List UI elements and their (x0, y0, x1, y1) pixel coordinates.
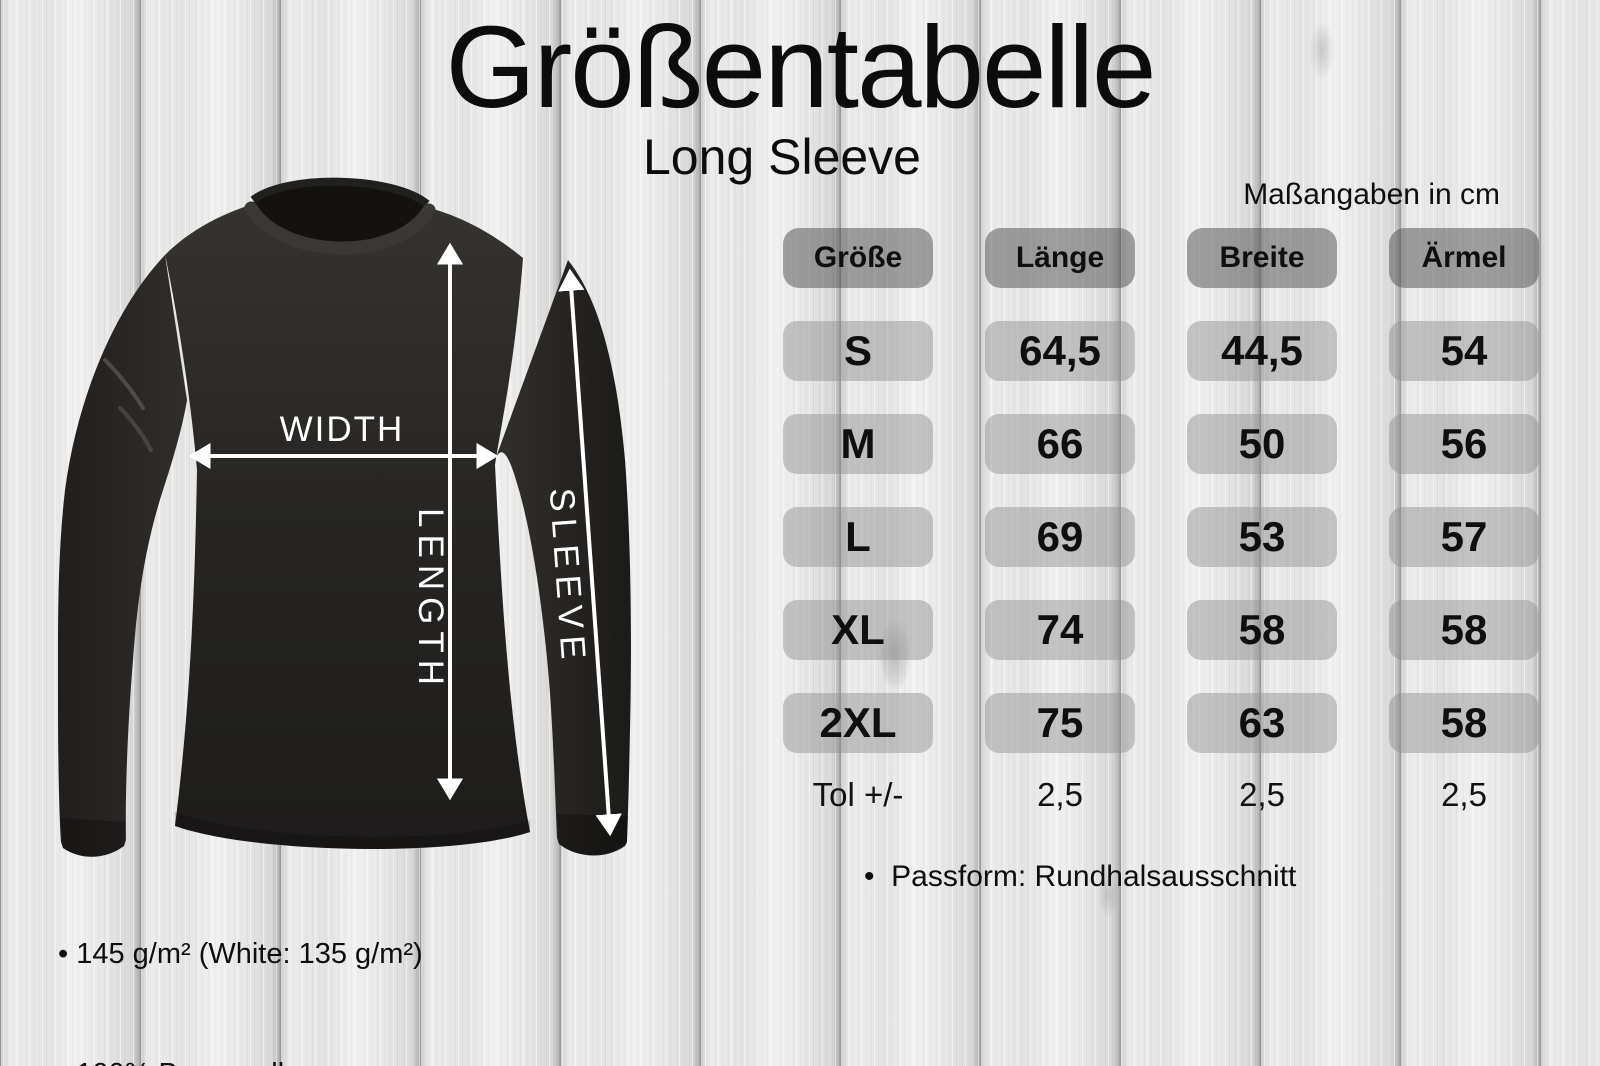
size-table: Größe Länge Breite Ärmel S 64,5 44,5 54 … (783, 228, 1539, 753)
value-cell: 74 (985, 600, 1135, 660)
collar-opening (250, 184, 430, 243)
value-cell: 64,5 (985, 321, 1135, 381)
note-line: • 100% Baumwolle (58, 1054, 670, 1066)
sleeve-crease-highlight (103, 358, 145, 410)
value-cell: 66 (985, 414, 1135, 474)
shirt-diagram (25, 160, 675, 860)
units-note: Maßangaben in cm (1243, 178, 1500, 211)
shirt-hem (175, 812, 530, 850)
value-cell: 75 (985, 693, 1135, 753)
value-cell: 56 (1389, 414, 1539, 474)
value-cell: 53 (1187, 507, 1337, 567)
collar-back-rim (250, 177, 430, 208)
shirt-body (165, 205, 530, 850)
length-label: LENGTH (411, 508, 450, 692)
value-cell: 63 (1187, 693, 1337, 753)
size-cell: M (783, 414, 933, 474)
tolerance-row: Tol +/- 2,5 2,5 2,5 (783, 770, 1539, 820)
value-cell: 57 (1389, 507, 1539, 567)
size-cell: L (783, 507, 933, 567)
size-cell: S (783, 321, 933, 381)
shirt-graphic (57, 177, 631, 857)
tolerance-value: 2,5 (1239, 776, 1285, 813)
sleeve-arrow (558, 268, 622, 837)
collar-front-band (244, 201, 436, 255)
col-header-laenge: Länge (985, 228, 1135, 288)
size-cell: 2XL (783, 693, 933, 753)
tolerance-value: 2,5 (1037, 776, 1083, 813)
value-cell: 58 (1389, 693, 1539, 753)
fit-note: • Passform: Rundhalsausschnitt (864, 860, 1297, 893)
col-header-groesse: Größe (783, 228, 933, 288)
material-notes: • 145 g/m² (White: 135 g/m²) • 100% Baum… (58, 854, 670, 1066)
note-line: • 145 g/m² (White: 135 g/m²) (58, 938, 423, 970)
size-cell: XL (783, 600, 933, 660)
tolerance-value: 2,5 (1441, 776, 1487, 813)
shirt-left-sleeve (57, 255, 188, 857)
value-cell: 58 (1389, 600, 1539, 660)
value-cell: 54 (1389, 321, 1539, 381)
value-cell: 69 (985, 507, 1135, 567)
value-cell: 44,5 (1187, 321, 1337, 381)
value-cell: 50 (1187, 414, 1337, 474)
page-title: Größentabelle (445, 2, 1156, 132)
page-subtitle: Long Sleeve (642, 129, 921, 185)
col-header-breite: Breite (1187, 228, 1337, 288)
col-header-aermel: Ärmel (1389, 228, 1539, 288)
width-label: WIDTH (279, 410, 405, 449)
shirt-left-cuff (61, 818, 126, 857)
value-cell: 58 (1187, 600, 1337, 660)
tolerance-label: Tol +/- (812, 776, 904, 813)
sleeve-crease-highlight (118, 406, 153, 452)
